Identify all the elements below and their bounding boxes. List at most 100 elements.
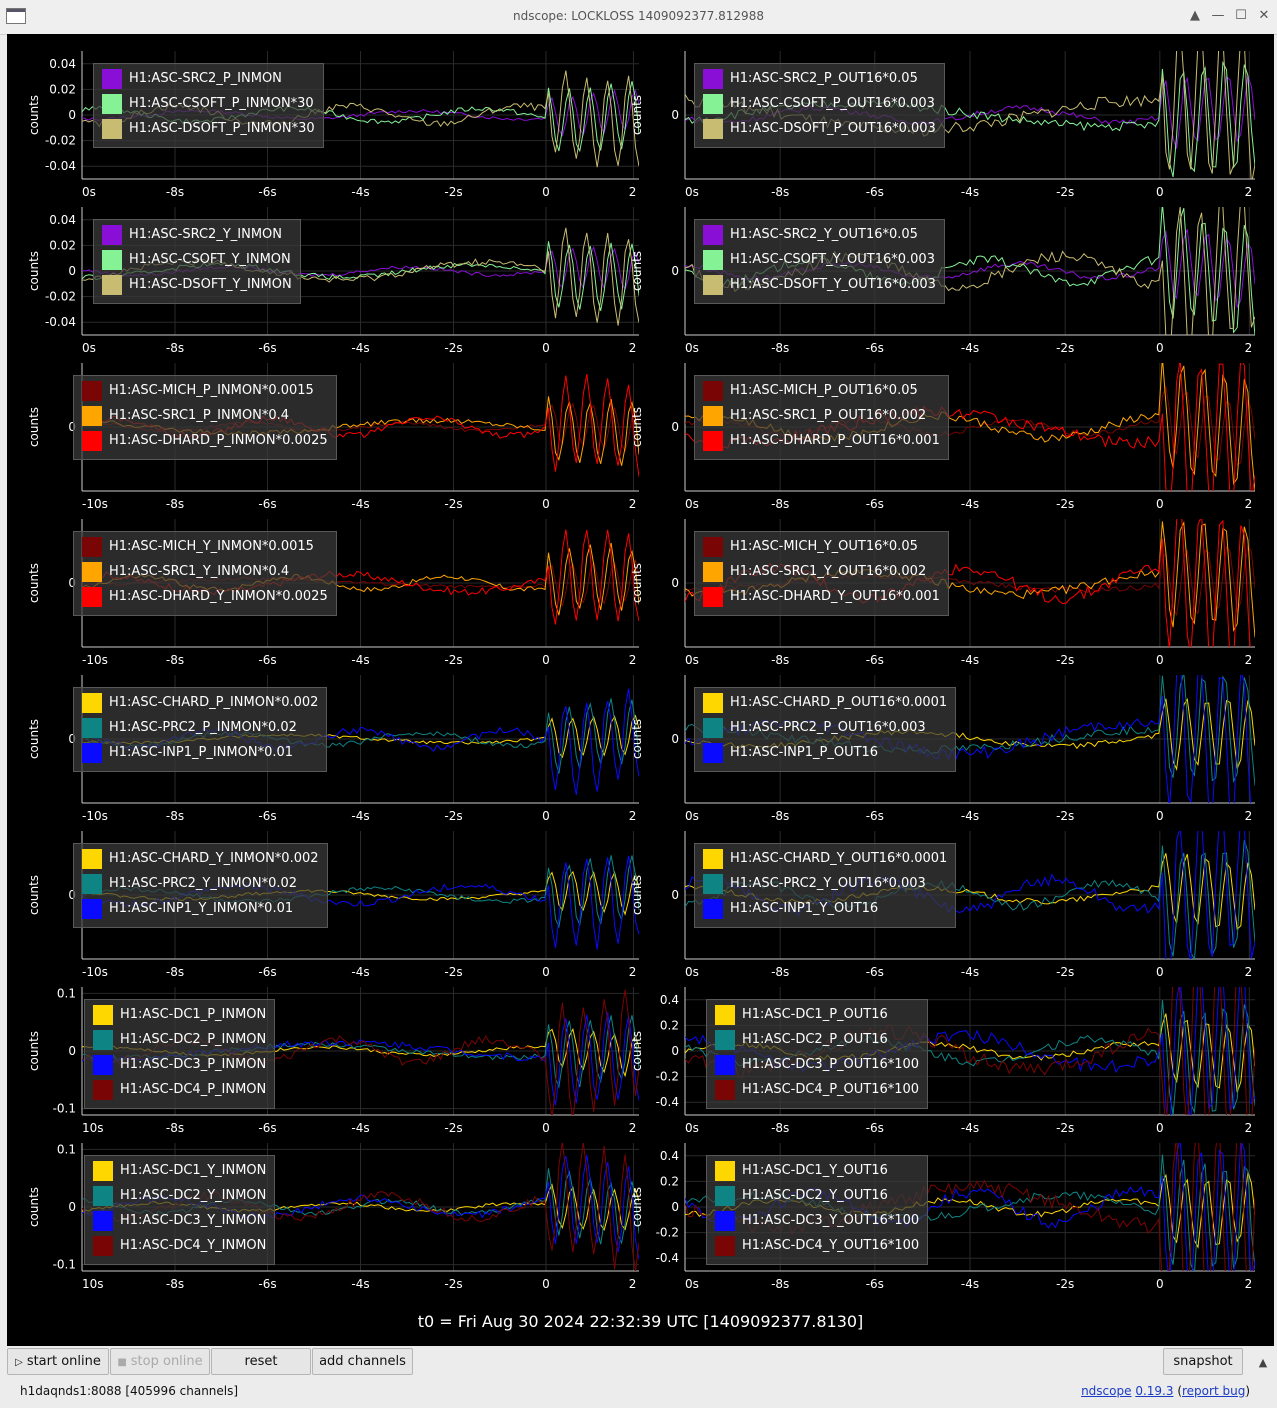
legend-item[interactable]: H1:ASC-MICH_Y_OUT16*0.05 bbox=[703, 537, 940, 562]
minimize-icon[interactable]: — bbox=[1211, 8, 1225, 23]
x-tick-label: -4s bbox=[351, 653, 369, 667]
legend-swatch bbox=[715, 1236, 735, 1256]
legend-item[interactable]: H1:ASC-DC4_Y_INMON bbox=[93, 1236, 266, 1261]
legend-item[interactable]: H1:ASC-DC3_P_OUT16*100 bbox=[715, 1055, 919, 1080]
legend-item[interactable]: H1:ASC-DSOFT_P_INMON*30 bbox=[102, 119, 315, 144]
legend-item[interactable]: H1:ASC-PRC2_Y_INMON*0.02 bbox=[82, 874, 319, 899]
plot-legend[interactable]: H1:ASC-MICH_P_INMON*0.0015 H1:ASC-SRC1_P_… bbox=[73, 375, 337, 460]
plot-legend[interactable]: H1:ASC-DC1_Y_INMON H1:ASC-DC2_Y_INMON H1:A… bbox=[84, 1155, 276, 1265]
legend-item[interactable]: H1:ASC-MICH_Y_INMON*0.0015 bbox=[82, 537, 328, 562]
legend-item[interactable]: H1:ASC-SRC2_P_INMON bbox=[102, 69, 315, 94]
legend-item[interactable]: H1:ASC-DHARD_Y_OUT16*0.001 bbox=[703, 587, 940, 612]
legend-label: H1:ASC-DC4_P_INMON bbox=[120, 1082, 267, 1097]
y-tick-label: 0.2 bbox=[660, 1018, 679, 1032]
add-channels-button[interactable]: add channels bbox=[312, 1348, 413, 1375]
plot-legend[interactable]: H1:ASC-SRC2_Y_OUT16*0.05 H1:ASC-CSOFT_Y_O… bbox=[694, 219, 945, 304]
legend-item[interactable]: H1:ASC-SRC2_Y_INMON bbox=[102, 225, 292, 250]
plot-area[interactable]: 0.04 0.02 0 -0.02 -0.04 0s -8s -6s -4s -2s 0 2 count… bbox=[7, 34, 1274, 1346]
plot-legend[interactable]: H1:ASC-SRC2_P_OUT16*0.05 H1:ASC-CSOFT_P_O… bbox=[694, 63, 945, 148]
legend-item[interactable]: H1:ASC-CSOFT_P_INMON*30 bbox=[102, 94, 315, 119]
collapse-arrow-icon[interactable]: ▲ bbox=[1258, 1356, 1268, 1369]
legend-item[interactable]: H1:ASC-DC3_Y_OUT16*100 bbox=[715, 1211, 919, 1236]
legend-item[interactable]: H1:ASC-DSOFT_Y_INMON bbox=[102, 275, 292, 300]
reset-button[interactable]: reset bbox=[211, 1348, 311, 1375]
plot-legend[interactable]: H1:ASC-CHARD_Y_OUT16*0.0001 H1:ASC-PRC2_Y… bbox=[694, 843, 957, 928]
plots-canvas[interactable]: 0.04 0.02 0 -0.02 -0.04 0s -8s -6s -4s -2s 0 2 count… bbox=[7, 34, 1274, 1346]
legend-item[interactable]: H1:ASC-PRC2_Y_OUT16*0.003 bbox=[703, 874, 947, 899]
legend-item[interactable]: H1:ASC-SRC1_P_OUT16*0.002 bbox=[703, 406, 940, 431]
legend-item[interactable]: H1:ASC-DHARD_P_OUT16*0.001 bbox=[703, 431, 940, 456]
x-tick-label: -8s bbox=[771, 185, 789, 199]
plot-legend[interactable]: H1:ASC-MICH_Y_INMON*0.0015 H1:ASC-SRC1_Y_… bbox=[73, 531, 337, 616]
legend-item[interactable]: H1:ASC-DC4_Y_OUT16*100 bbox=[715, 1236, 919, 1261]
legend-item[interactable]: H1:ASC-INP1_P_OUT16 bbox=[703, 743, 947, 768]
legend-item[interactable]: H1:ASC-PRC2_P_OUT16*0.003 bbox=[703, 718, 947, 743]
legend-item[interactable]: H1:ASC-CHARD_Y_OUT16*0.0001 bbox=[703, 849, 947, 874]
legend-label: H1:ASC-DHARD_P_OUT16*0.001 bbox=[730, 433, 940, 448]
x-tick-label: -2s bbox=[444, 965, 462, 979]
plot-legend[interactable]: H1:ASC-MICH_Y_OUT16*0.05 H1:ASC-SRC1_Y_OU… bbox=[694, 531, 949, 616]
plot-legend[interactable]: H1:ASC-SRC2_Y_INMON H1:ASC-CSOFT_Y_INMON H… bbox=[93, 219, 301, 304]
y-tick-label: -0.2 bbox=[656, 1226, 679, 1240]
legend-item[interactable]: H1:ASC-CSOFT_Y_OUT16*0.003 bbox=[703, 250, 936, 275]
x-tick-label: -2s bbox=[1056, 185, 1074, 199]
plot-p6[interactable]: 0 0s -8s -6s -4s -2s 0 2 counts bbox=[630, 358, 1255, 522]
legend-item[interactable]: H1:ASC-SRC2_P_OUT16*0.05 bbox=[703, 69, 936, 94]
plot-legend[interactable]: H1:ASC-DC1_P_OUT16 H1:ASC-DC2_P_OUT16 H1:A… bbox=[706, 999, 929, 1109]
legend-item[interactable]: H1:ASC-MICH_P_OUT16*0.05 bbox=[703, 381, 940, 406]
plot-legend[interactable]: H1:ASC-SRC2_P_INMON H1:ASC-CSOFT_P_INMON*… bbox=[93, 63, 324, 148]
plot-p1[interactable]: 0.04 0.02 0 -0.02 -0.04 0s -8s -6s -4s -2s 0 2 count… bbox=[27, 51, 639, 199]
legend-item[interactable]: H1:ASC-CSOFT_P_OUT16*0.003 bbox=[703, 94, 936, 119]
legend-item[interactable]: H1:ASC-SRC1_Y_OUT16*0.002 bbox=[703, 562, 940, 587]
plot-p15[interactable]: 0.1 0 -0.1 10s -8s -6s -4s -2s 0 2 counts bbox=[27, 1141, 639, 1291]
legend-item[interactable]: H1:ASC-DC4_P_INMON bbox=[93, 1080, 266, 1105]
plot-legend[interactable]: H1:ASC-DC1_P_INMON H1:ASC-DC2_P_INMON H1:A… bbox=[84, 999, 276, 1109]
legend-item[interactable]: H1:ASC-DC2_Y_OUT16 bbox=[715, 1186, 919, 1211]
legend-item[interactable]: H1:ASC-DC3_P_INMON bbox=[93, 1055, 266, 1080]
plot-legend[interactable]: H1:ASC-MICH_P_OUT16*0.05 H1:ASC-SRC1_P_OU… bbox=[694, 375, 949, 460]
keep-above-icon[interactable]: ▲ bbox=[1190, 8, 1200, 23]
report-bug-link[interactable]: report bug bbox=[1182, 1384, 1246, 1398]
legend-item[interactable]: H1:ASC-DC3_Y_INMON bbox=[93, 1211, 266, 1236]
legend-item[interactable]: H1:ASC-SRC2_Y_OUT16*0.05 bbox=[703, 225, 936, 250]
plot-legend[interactable]: H1:ASC-DC1_Y_OUT16 H1:ASC-DC2_Y_OUT16 H1:A… bbox=[706, 1155, 929, 1265]
legend-item[interactable]: H1:ASC-DHARD_P_INMON*0.0025 bbox=[82, 431, 328, 456]
legend-item[interactable]: H1:ASC-DC2_Y_INMON bbox=[93, 1186, 266, 1211]
legend-item[interactable]: H1:ASC-DC2_P_INMON bbox=[93, 1030, 266, 1055]
plot-legend[interactable]: H1:ASC-CHARD_P_INMON*0.002 H1:ASC-PRC2_P_… bbox=[73, 687, 328, 772]
legend-item[interactable]: H1:ASC-SRC1_Y_INMON*0.4 bbox=[82, 562, 328, 587]
x-tick-label: -10s bbox=[82, 965, 108, 979]
plot-legend[interactable]: H1:ASC-CHARD_P_OUT16*0.0001 H1:ASC-PRC2_P… bbox=[694, 687, 957, 772]
legend-item[interactable]: H1:ASC-DC1_Y_INMON bbox=[93, 1161, 266, 1186]
legend-item[interactable]: H1:ASC-CHARD_P_INMON*0.002 bbox=[82, 693, 318, 718]
legend-item[interactable]: H1:ASC-INP1_Y_INMON*0.01 bbox=[82, 899, 319, 924]
version-link[interactable]: 0.19.3 bbox=[1135, 1384, 1174, 1398]
legend-label: H1:ASC-INP1_Y_OUT16 bbox=[730, 901, 879, 916]
legend-item[interactable]: H1:ASC-SRC1_P_INMON*0.4 bbox=[82, 406, 328, 431]
legend-label: H1:ASC-DC3_Y_OUT16*100 bbox=[742, 1213, 920, 1228]
maximize-icon[interactable]: ☐ bbox=[1235, 8, 1247, 23]
legend-label: H1:ASC-DC2_Y_INMON bbox=[120, 1188, 267, 1203]
legend-item[interactable]: H1:ASC-CHARD_P_OUT16*0.0001 bbox=[703, 693, 947, 718]
legend-item[interactable]: H1:ASC-DSOFT_Y_OUT16*0.003 bbox=[703, 275, 936, 300]
legend-item[interactable]: H1:ASC-CSOFT_Y_INMON bbox=[102, 250, 292, 275]
legend-item[interactable]: H1:ASC-CHARD_Y_INMON*0.002 bbox=[82, 849, 319, 874]
legend-item[interactable]: H1:ASC-DC1_Y_OUT16 bbox=[715, 1161, 919, 1186]
legend-item[interactable]: H1:ASC-DC1_P_INMON bbox=[93, 1005, 266, 1030]
plot-legend[interactable]: H1:ASC-CHARD_Y_INMON*0.002 H1:ASC-PRC2_Y_… bbox=[73, 843, 328, 928]
legend-item[interactable]: H1:ASC-INP1_P_INMON*0.01 bbox=[82, 743, 318, 768]
plot-p4[interactable]: 0 0s -8s -6s -4s -2s 0 2 counts bbox=[630, 196, 1255, 368]
legend-item[interactable]: H1:ASC-DC2_P_OUT16 bbox=[715, 1030, 919, 1055]
x-tick-label: -4s bbox=[961, 341, 979, 355]
legend-item[interactable]: H1:ASC-DC4_P_OUT16*100 bbox=[715, 1080, 919, 1105]
ndscope-link[interactable]: ndscope bbox=[1081, 1384, 1132, 1398]
legend-item[interactable]: H1:ASC-MICH_P_INMON*0.0015 bbox=[82, 381, 328, 406]
close-icon[interactable]: ✕ bbox=[1258, 8, 1270, 23]
legend-item[interactable]: H1:ASC-DHARD_Y_INMON*0.0025 bbox=[82, 587, 328, 612]
snapshot-button[interactable]: snapshot bbox=[1163, 1348, 1243, 1375]
legend-item[interactable]: H1:ASC-DC1_P_OUT16 bbox=[715, 1005, 919, 1030]
legend-item[interactable]: H1:ASC-INP1_Y_OUT16 bbox=[703, 899, 947, 924]
legend-item[interactable]: H1:ASC-PRC2_P_INMON*0.02 bbox=[82, 718, 318, 743]
start-online-button[interactable]: ▷ start online bbox=[7, 1348, 109, 1375]
legend-item[interactable]: H1:ASC-DSOFT_P_OUT16*0.003 bbox=[703, 119, 936, 144]
